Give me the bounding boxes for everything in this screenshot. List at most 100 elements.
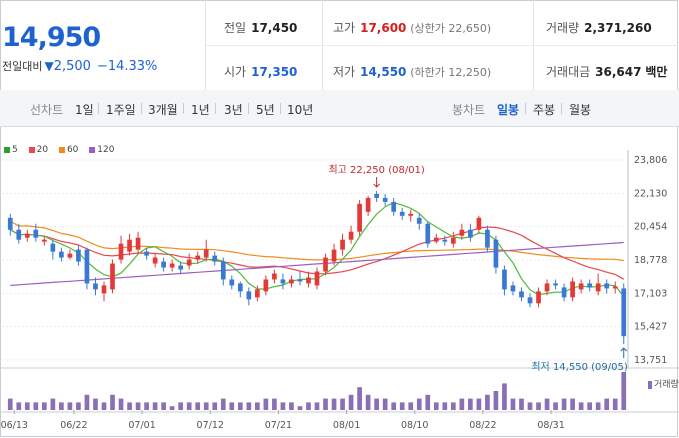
y-tick-label: 22,130 [634,188,667,199]
upper-limit: (상한가 22,650) [410,22,492,35]
candle-body [7,217,13,230]
volume-bar [212,402,218,410]
divider [183,103,184,114]
volume-bar [553,402,558,410]
period-1d-button[interactable]: 1일 [75,103,94,117]
candle-body [536,291,541,304]
volume-bar [502,383,507,410]
x-tick-label: 08/01 [333,420,360,431]
volume-bar [536,402,541,410]
volume-bar [33,402,39,410]
candle-body [323,257,328,272]
divider [280,103,281,114]
candle-body [612,286,618,289]
candle-body [161,261,166,268]
candle-body [578,283,584,290]
volume-bar [169,406,175,410]
change-value: 2,500 [53,59,91,74]
volume-bar [433,402,439,410]
period-5y-button[interactable]: 5년 [256,103,275,117]
candle-body [101,285,107,294]
volume-bar [527,402,533,410]
candle-body [476,217,482,230]
volume-bar [391,402,397,410]
period-3y-button[interactable]: 3년 [224,103,243,117]
prev-close: 전일 17,450 [224,21,298,35]
lower-limit: (하한가 12,250) [410,66,492,79]
divider [525,103,526,114]
volume-bar [127,402,132,410]
candle-body [297,279,303,282]
candle-body [67,253,73,258]
volume-bar [203,402,209,410]
period-1y-button[interactable]: 1년 [191,103,210,117]
candle-body [41,239,47,242]
down-arrow-icon: ▼ [44,59,54,73]
candle-body [59,251,64,258]
candle-body [416,217,422,224]
y-tick-label: 20,454 [634,222,667,233]
candle-body [246,291,252,300]
candle-body [357,203,362,232]
volume-bar [272,398,277,410]
candle-body [604,283,610,289]
line-chart-label: 선차트 [30,103,64,117]
volume-bar [604,398,610,410]
candle-body [331,249,337,262]
volume-bar [348,394,354,410]
candle-body [485,229,490,248]
candle-body [382,197,388,202]
candle-body [16,229,22,240]
candle-daily-button[interactable]: 일봉 [497,103,520,117]
volume-bar [67,402,73,410]
candle-body [118,243,124,260]
volume-bar [374,398,379,410]
volume-bar [50,398,56,410]
volume-bar [7,398,13,410]
low-price: 저가 14,550 (하한가 12,250) [333,65,492,79]
candle-body [263,279,269,292]
volume-bar [289,402,294,410]
candle-body [272,273,277,280]
volume-bar [510,398,516,410]
volume-bar [570,398,575,410]
volume-bar [195,402,201,410]
volume-bar [93,398,98,410]
candle-body [110,263,115,290]
period-10y-button[interactable]: 10년 [287,103,314,117]
volume-bar [459,398,465,410]
candle-body [561,287,567,298]
x-tick-label: 06/22 [60,420,87,431]
current-price: 14,950 [2,22,101,53]
x-tick-label: 08/31 [537,420,564,431]
volume-bar [255,402,260,410]
candle-body [144,251,149,256]
volume-bar [59,402,64,410]
candle-body [553,283,558,286]
volume-bar [24,402,30,410]
candle-body [595,283,601,292]
volume-bar [382,398,388,410]
period-3m-button[interactable]: 3개월 [148,103,178,117]
low-annotation: 최저 14,550 (09/05) [531,361,627,373]
volume-bar [587,402,593,410]
divider [561,103,562,114]
x-tick-label: 07/01 [128,420,155,431]
candle-body [186,259,192,266]
legend-ma60: 60 [58,145,78,155]
volume-bar [76,402,81,410]
chart-toolbar: 선차트 1일 1주일 3개월 1년 3년 5년 10년 봉차트 일봉 주봉 월봉 [0,90,679,127]
volume-bar [229,402,235,410]
volume-bar [331,398,337,410]
volume-bar [425,394,431,410]
volume-bar [16,402,22,410]
period-1w-button[interactable]: 1주일 [106,103,136,117]
volume-bar [442,402,448,410]
candle-monthly-button[interactable]: 월봉 [569,103,592,117]
swatch-icon [89,146,96,153]
candle-body [527,297,533,304]
open-price: 시가 17,350 [224,65,298,79]
volume-bar [468,398,473,410]
candle-weekly-button[interactable]: 주봉 [533,103,556,117]
